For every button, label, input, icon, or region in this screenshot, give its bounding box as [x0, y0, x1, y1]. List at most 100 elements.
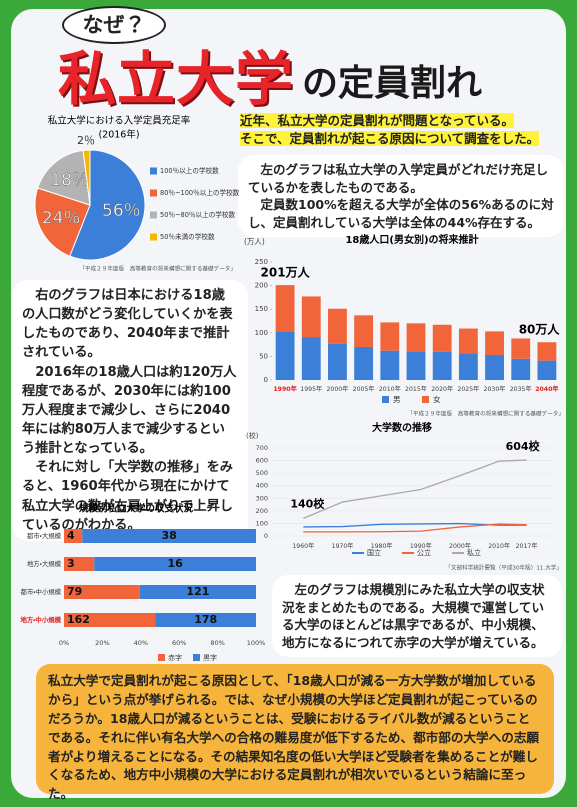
university-count-chart: 大学数の推移 (校) 0 100 200 300 400 500 600 700 1960年 1970… — [246, 421, 562, 572]
legend-swatch — [158, 654, 165, 661]
title-badge: なぜ？ — [62, 6, 166, 44]
y-tick-label: 100 — [256, 519, 268, 527]
chart-title: 大学数の推移 — [372, 421, 432, 434]
bar-segment — [458, 353, 478, 380]
intro: 近年、私立大学の定員割れが問題となっている。そこで、定員割れが起こる原因について… — [240, 112, 565, 148]
bar-segment — [328, 308, 347, 344]
note-box: 左のグラフは私立大学の入学定員がどれだけ充足しているかを表したものである。 定員数… — [238, 155, 564, 237]
bar-segment — [64, 613, 156, 627]
y-tick-label: 50 — [259, 352, 268, 360]
legend-label: 50％未満の学校数 — [160, 232, 215, 241]
bar-segment — [82, 529, 257, 543]
chart-title: 規模別私立大学の収支状況 — [79, 503, 194, 515]
legend-label: 80％~100％以上の学校数 — [160, 188, 240, 197]
bar-segment — [406, 351, 426, 380]
paragraph: 2016年の18歳人口は約120万人程度であるが、2030年には約100万人程度… — [22, 364, 237, 457]
bar-segment — [380, 350, 400, 380]
title-suffix: の定員割れ — [302, 63, 483, 104]
y-tick-label: 0 — [264, 376, 268, 384]
title-main: 私立大学 — [58, 45, 295, 113]
legend-label: 国立 — [367, 548, 381, 557]
population-chart: 18歳人口(男女別)の将来推計 (万人) 0 50 100 150 200 250 1990年 1… — [244, 233, 564, 418]
unit-label: (校) — [246, 431, 259, 440]
pie-chart: 私立大学における入学定員充足率 (2016年) 56％ 24％ 18％ 2％ 100％以上の… — [34, 115, 240, 273]
note-box: 右のグラフは日本における18歳の人口数がどう変化していくかを表したものであり、2… — [12, 280, 248, 541]
bar-segment — [511, 338, 531, 359]
x-tick-label: 2010年 — [379, 385, 401, 393]
bar-segment — [537, 360, 557, 380]
intro-line: 近年、私立大学の定員割れが問題となっている。 — [240, 113, 515, 128]
annotation: 140校 — [290, 496, 325, 510]
data-label: 18％ — [50, 170, 89, 190]
pie-slice — [82, 149, 91, 206]
y-tick-label: 地方・中小規模 — [20, 615, 61, 624]
bar-segment — [94, 557, 256, 571]
y-tick-label: 地方・大規模 — [27, 559, 62, 568]
paragraph: 左のグラフは私立大学の入学定員がどれだけ充足しているかを表したものである。 — [248, 162, 549, 195]
x-tick-label: 2010年 — [488, 542, 510, 550]
bar-segment — [275, 331, 295, 380]
pie-slice — [69, 149, 146, 261]
legend-label: 私立 — [467, 548, 481, 557]
paragraph: 右のグラフは日本における18歳の人口数がどう変化していくかを表したものであり、2… — [22, 288, 233, 361]
legend-swatch — [150, 211, 157, 219]
data-label: 24％ — [42, 209, 81, 229]
bar-segment — [139, 585, 256, 599]
legend-label: 公立 — [417, 548, 431, 557]
y-tick-label: 0 — [264, 532, 268, 540]
legend-swatch — [422, 396, 429, 403]
x-tick-label: 0% — [59, 639, 69, 647]
bar-segment — [155, 613, 256, 627]
legend-label: 男 — [393, 395, 401, 404]
bar-segment — [328, 343, 347, 380]
bar-segment — [380, 322, 400, 351]
annotation: 604校 — [506, 439, 541, 453]
series-line — [303, 459, 527, 519]
x-tick-label: 2000年 — [449, 542, 471, 550]
y-tick-label: 都市・大規模 — [27, 531, 62, 540]
y-tick-label: 700 — [256, 444, 268, 452]
y-tick-label: 300 — [256, 494, 268, 502]
data-label: 38 — [161, 529, 176, 542]
x-tick-label: 2025年 — [457, 385, 479, 393]
bar-segment — [301, 337, 321, 380]
bar-segment — [64, 585, 140, 599]
data-label: 56％ — [102, 201, 141, 221]
data-label: 178 — [194, 613, 217, 626]
unit-label: (万人) — [244, 237, 265, 246]
data-label: 162 — [67, 613, 90, 626]
legend-label: 黒字 — [203, 654, 217, 662]
y-tick-label: 150 — [255, 305, 268, 313]
legend-label: 100％以上の学校数 — [160, 166, 219, 175]
x-tick-label: 2035年 — [510, 385, 532, 393]
x-tick-label: 20% — [95, 639, 109, 647]
intro-line: そこで、定員割れが起こる原因について調査をした。 — [240, 131, 540, 147]
chart-title: 18歳人口(男女別)の将来推計 — [345, 233, 478, 246]
bar-segment — [406, 323, 426, 352]
data-label: 16 — [168, 557, 184, 570]
legend-label: 赤字 — [168, 654, 182, 662]
bar-segment — [301, 296, 321, 338]
annotation: 80万人 — [519, 323, 561, 337]
y-tick-label: 100 — [255, 329, 268, 337]
x-tick-label: 2005年 — [353, 385, 375, 393]
chart-title: 私立大学における入学定員充足率 — [48, 115, 191, 127]
bar-segment — [458, 328, 478, 354]
source: 「平成２９年度版 高等教育の将来構想に関する基礎データ」 — [407, 410, 564, 418]
bar-segment — [64, 557, 95, 571]
y-tick-label: 都市・中小規模 — [20, 587, 61, 596]
source: 「文部科学統計要覧（平成30年版）11.大学」 — [445, 564, 562, 572]
series-line — [303, 523, 527, 533]
y-tick-label: 400 — [256, 482, 268, 490]
legend-swatch — [150, 167, 157, 175]
paragraph: 定員数100%を超える大学が全体の56%あるのに対し、定員割れしている大学は全体… — [248, 197, 554, 230]
bar-segment — [64, 529, 83, 543]
x-tick-label: 2030年 — [484, 385, 506, 393]
legend-label: 女 — [433, 394, 441, 404]
note-box: 左のグラフは規模別にみた私立大学の収支状況をまとめたものである。大規模で運営して… — [272, 575, 562, 657]
pie-slice — [37, 149, 91, 206]
bar-segment — [275, 285, 295, 332]
pie-slice — [34, 187, 91, 257]
